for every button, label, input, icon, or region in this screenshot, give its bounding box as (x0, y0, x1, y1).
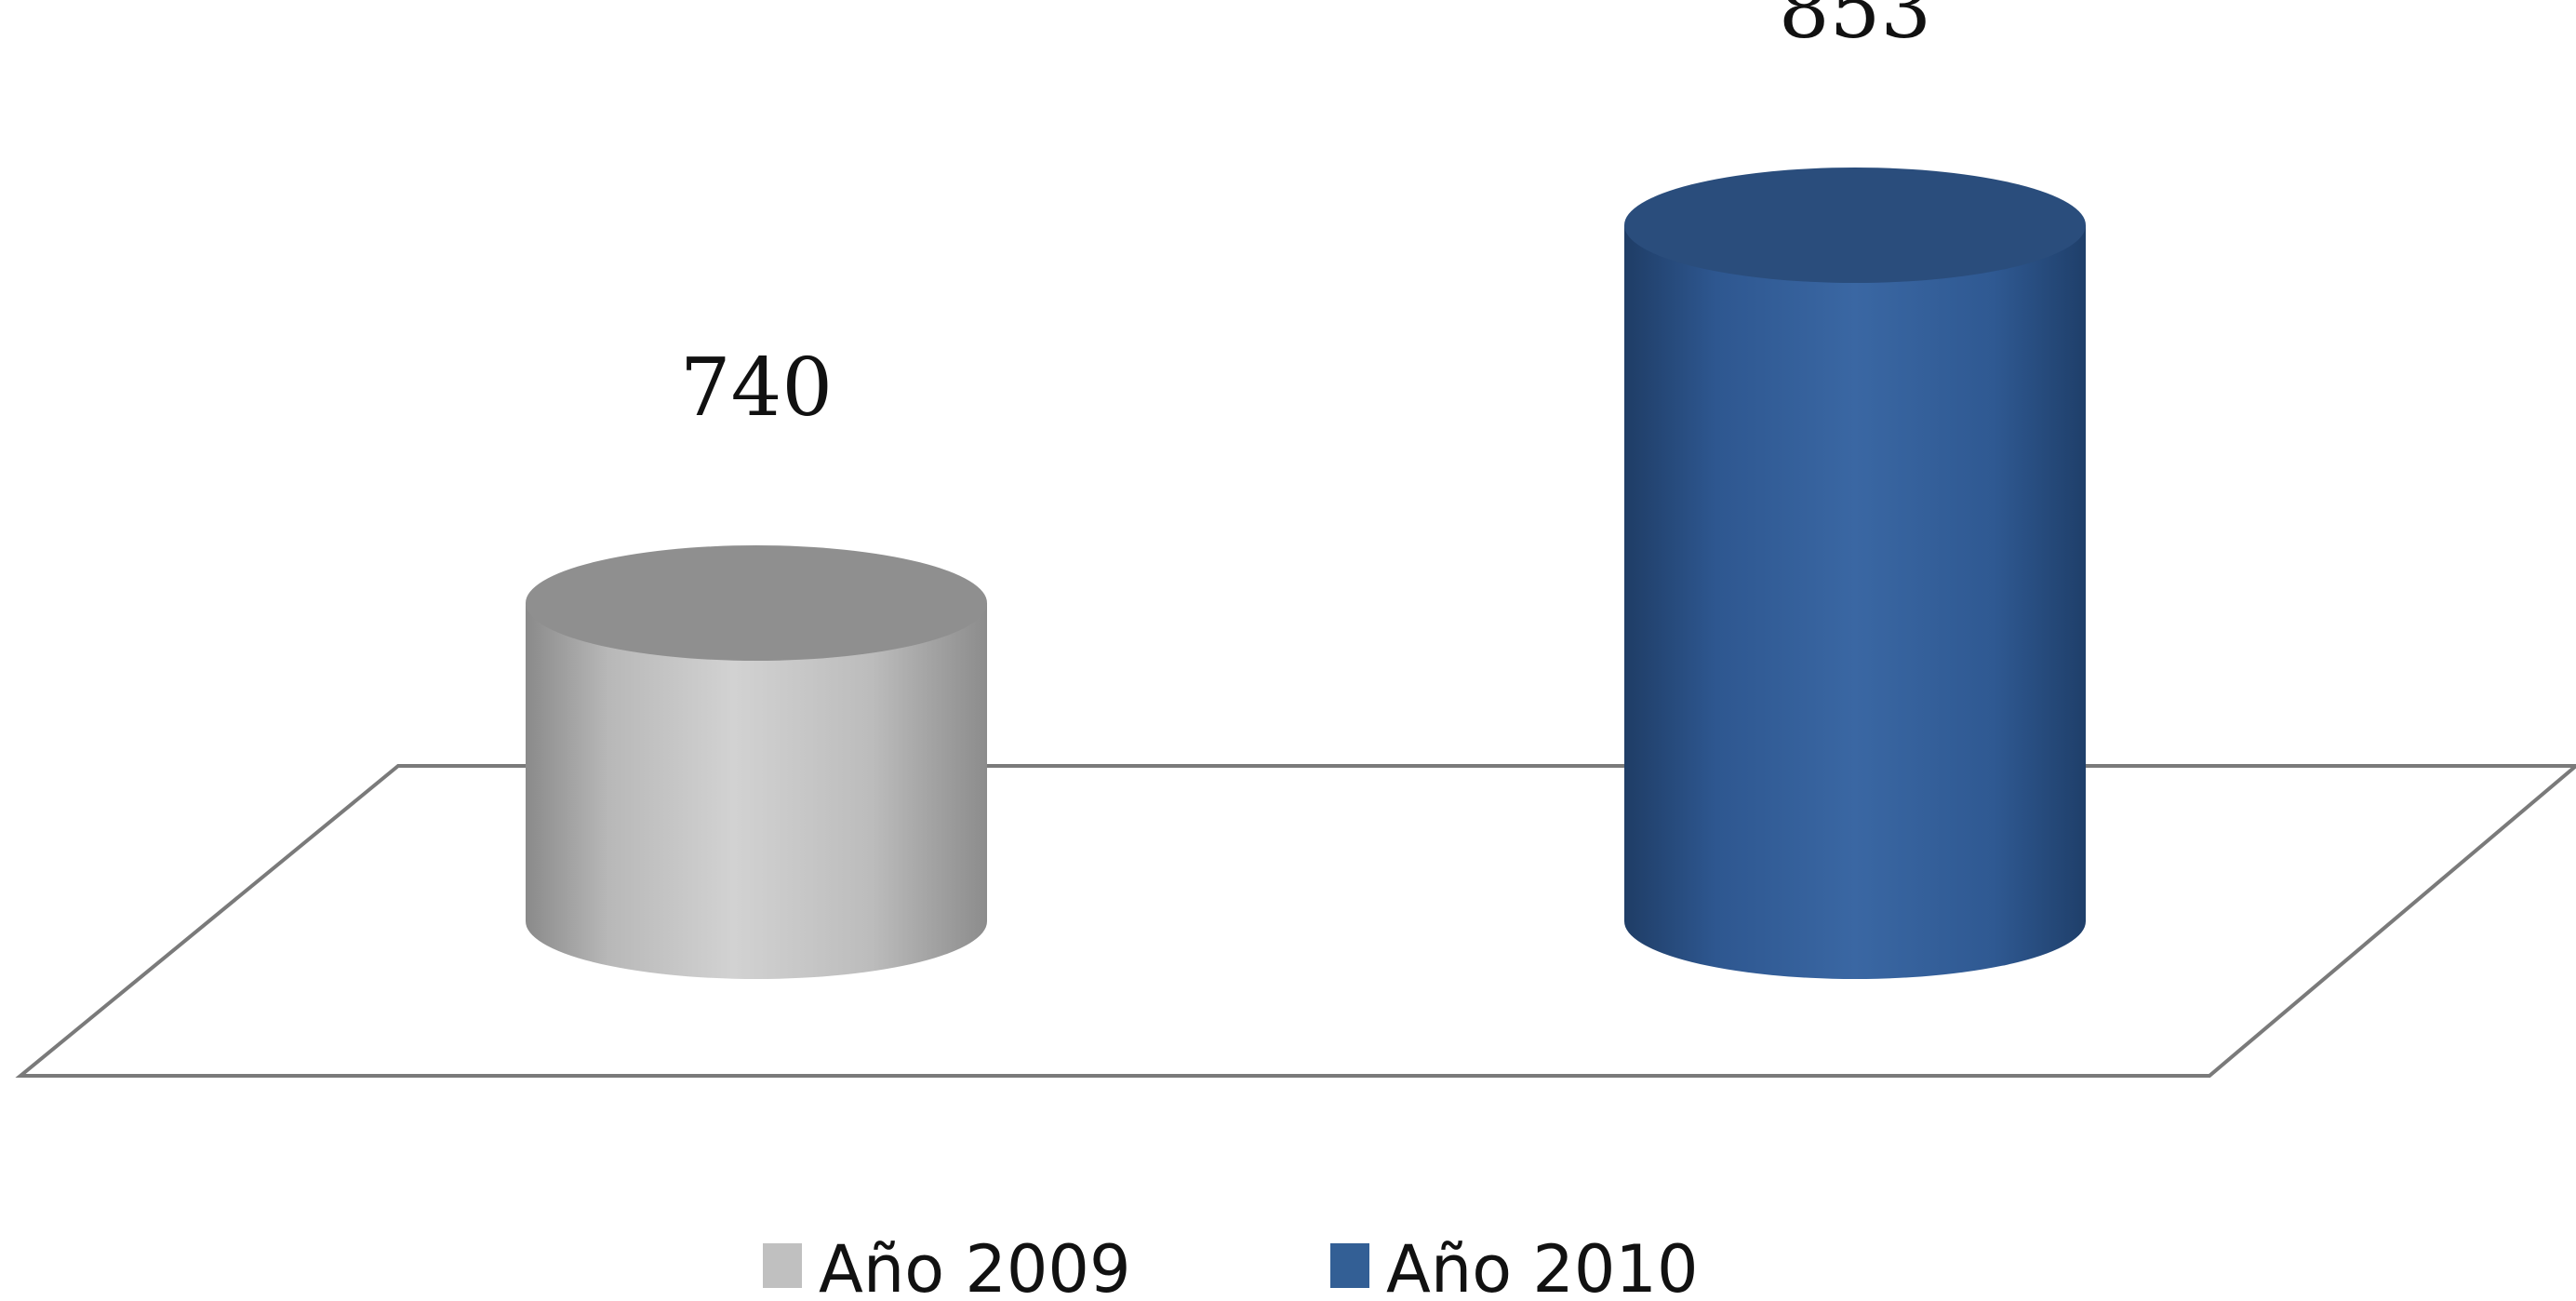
legend-label-2009: Año 2009 (819, 1231, 1130, 1301)
bar-2010 (1624, 168, 2086, 979)
legend: Año 2009 Año 2010 (763, 1231, 1698, 1301)
bar-2010-top (1624, 168, 2086, 283)
legend-item-2009: Año 2009 (763, 1231, 1130, 1301)
chart-floor (15, 764, 2576, 1078)
bar-2009-top (526, 545, 987, 661)
bar-2009 (526, 545, 987, 979)
bar-2009-body (526, 603, 987, 979)
labels-layer: 740 853 (680, 0, 1931, 435)
data-label-2010: 853 (1779, 0, 1931, 57)
bar-2010-body (1624, 225, 2086, 979)
bars-layer (526, 168, 2086, 979)
legend-swatch-2009 (763, 1243, 802, 1288)
legend-swatch-2010 (1330, 1243, 1369, 1288)
legend-label-2010: Año 2010 (1386, 1231, 1698, 1301)
data-label-2009: 740 (680, 342, 833, 435)
legend-item-2010: Año 2010 (1330, 1231, 1698, 1301)
